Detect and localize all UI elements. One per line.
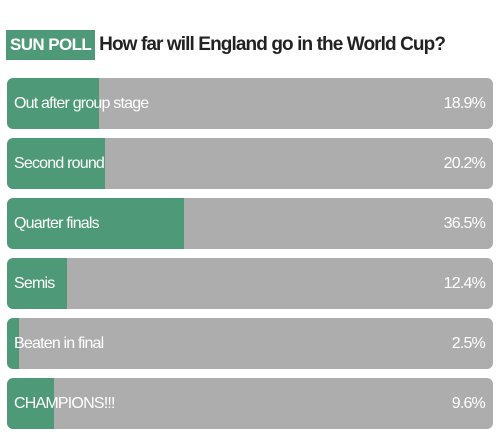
option-label: Beaten in final [14, 335, 104, 352]
option-fill-bar [7, 258, 68, 309]
option-percentage: 36.5% [443, 215, 486, 232]
option-percentage: 12.4% [443, 275, 486, 292]
poll-options: Out after group stage 18.9% Second round… [7, 78, 493, 438]
option-fill-bar [7, 378, 54, 429]
option-fill-bar [7, 138, 106, 189]
option-label: Out after group stage [14, 95, 149, 112]
poll-question: How far will England go in the World Cup… [99, 34, 446, 55]
option-percentage: 9.6% [451, 395, 486, 412]
option-label: CHAMPIONS!!! [14, 395, 115, 412]
option-fill-bar [7, 198, 185, 249]
sun-poll-badge: SUN POLL [6, 30, 96, 60]
poll-option-beaten-in-final[interactable]: Beaten in final 2.5% [7, 318, 493, 369]
poll-option-quarter-finals[interactable]: Quarter finals 36.5% [7, 198, 493, 249]
option-percentage: 18.9% [443, 95, 486, 112]
option-label: Quarter finals [14, 215, 100, 232]
option-label: Semis [14, 275, 55, 292]
poll-option-champions[interactable]: CHAMPIONS!!! 9.6% [7, 378, 493, 429]
poll-option-semis[interactable]: Semis 12.4% [7, 258, 493, 309]
option-percentage: 20.2% [443, 155, 486, 172]
option-fill-bar [7, 78, 99, 129]
option-label: Second round [14, 155, 105, 172]
poll-option-second-round[interactable]: Second round 20.2% [7, 138, 493, 189]
poll-option-out-after-group-stage[interactable]: Out after group stage 18.9% [7, 78, 493, 129]
option-fill-bar [7, 318, 20, 369]
poll-header: SUN POLL How far will England go in the … [6, 30, 446, 60]
option-percentage: 2.5% [451, 335, 486, 352]
